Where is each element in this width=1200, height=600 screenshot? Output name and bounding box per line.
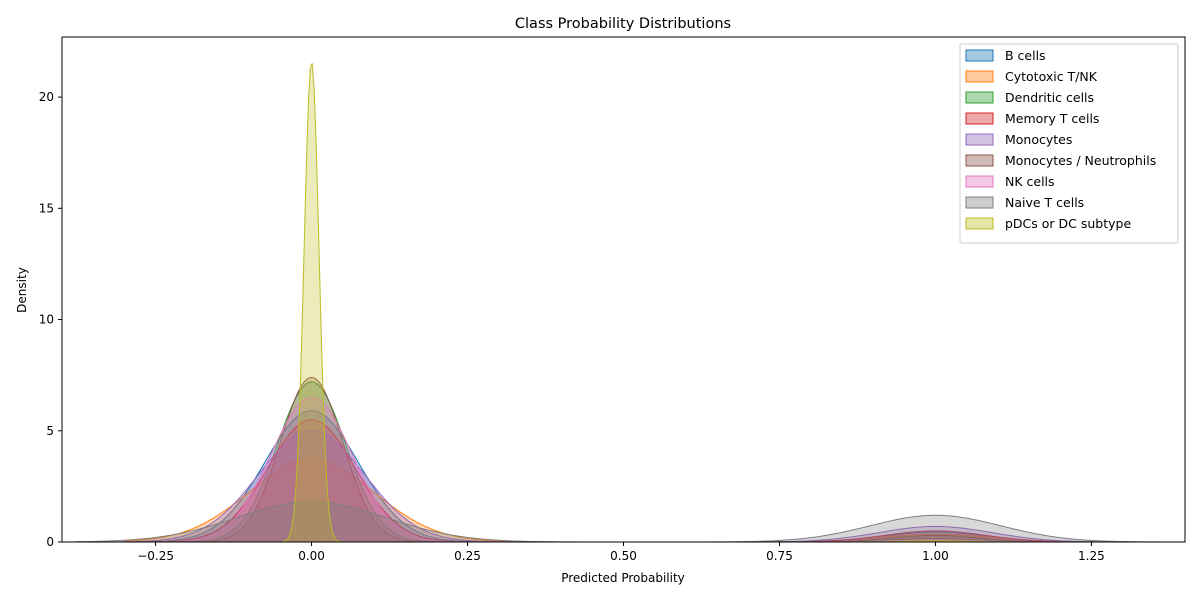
legend-swatch (965, 175, 994, 188)
legend-label: Memory T cells (1005, 111, 1099, 126)
density-area-monocytes-neutrophils (174, 377, 1073, 542)
legend-label: Monocytes / Neutrophils (1005, 153, 1156, 168)
y-tick-label: 20 (39, 90, 54, 104)
legend-label: Naive T cells (1005, 195, 1084, 210)
y-tick-label: 0 (46, 535, 54, 549)
legend-label: Monocytes (1005, 132, 1072, 147)
series-layer (74, 62, 1173, 543)
y-tick-label: 5 (46, 424, 54, 438)
legend-swatch (965, 70, 994, 83)
legend-entry: Cytotoxic T/NK (965, 69, 1098, 84)
chart-title: Class Probability Distributions (515, 16, 731, 32)
density-area-naive-t-cells (74, 501, 1173, 542)
y-tick-label: 15 (39, 201, 54, 215)
legend-swatch (965, 217, 994, 230)
x-tick-label: 0.50 (610, 549, 637, 563)
y-axis-ticks: 0 5 10 15 20 (39, 90, 62, 549)
x-tick-label: −0.25 (137, 549, 174, 563)
legend-frame (959, 43, 1179, 244)
density-area-cytotoxic-t-nk (124, 459, 1123, 542)
density-area-monocytes (111, 430, 1136, 542)
density-area-nk-cells (161, 397, 1086, 542)
density-area-b-cells (136, 410, 1111, 542)
legend-label: pDCs or DC subtype (1005, 216, 1131, 231)
legend-entry: Monocytes / Neutrophils (965, 153, 1156, 168)
x-tick-label: 0.00 (298, 549, 325, 563)
y-tick-label: 10 (39, 313, 54, 327)
x-tick-label: 1.25 (1078, 549, 1105, 563)
legend-swatch (965, 49, 994, 62)
legend-entry: pDCs or DC subtype (965, 216, 1131, 231)
density-area-memory-t-cells (136, 419, 1111, 542)
legend-entry: Memory T cells (965, 111, 1099, 126)
legend-label: Cytotoxic T/NK (1005, 69, 1098, 84)
legend-entry: Naive T cells (965, 195, 1084, 210)
x-axis-label: Predicted Probability (561, 571, 685, 585)
legend-label: NK cells (1005, 174, 1055, 189)
legend-label: Dendritic cells (1005, 90, 1094, 105)
legend-label: B cells (1005, 48, 1046, 63)
x-tick-label: 0.25 (454, 549, 481, 563)
legend-entry: B cells (965, 48, 1046, 63)
density-area-dendritic-cells (174, 381, 1073, 542)
legend-entry: NK cells (965, 174, 1055, 189)
legend-swatch (965, 112, 994, 125)
legend: B cells Cytotoxic T/NK Dendritic cells Memo… (959, 43, 1179, 244)
legend-entry: Monocytes (965, 132, 1072, 147)
plot-area: −0.25 0.00 0.25 0.50 0.75 1.00 1.25 0 5 10 15 20 (39, 36, 1186, 563)
x-tick-label: 0.75 (766, 549, 793, 563)
legend-swatch (965, 133, 994, 146)
x-tick-label: 1.00 (922, 549, 949, 563)
legend-swatch (965, 154, 994, 167)
x-axis-ticks: −0.25 0.00 0.25 0.50 0.75 1.00 1.25 (137, 542, 1105, 563)
y-axis-label: Density (15, 267, 29, 313)
legend-swatch (965, 196, 994, 209)
legend-entry: Dendritic cells (965, 90, 1094, 105)
legend-swatch (965, 91, 994, 104)
